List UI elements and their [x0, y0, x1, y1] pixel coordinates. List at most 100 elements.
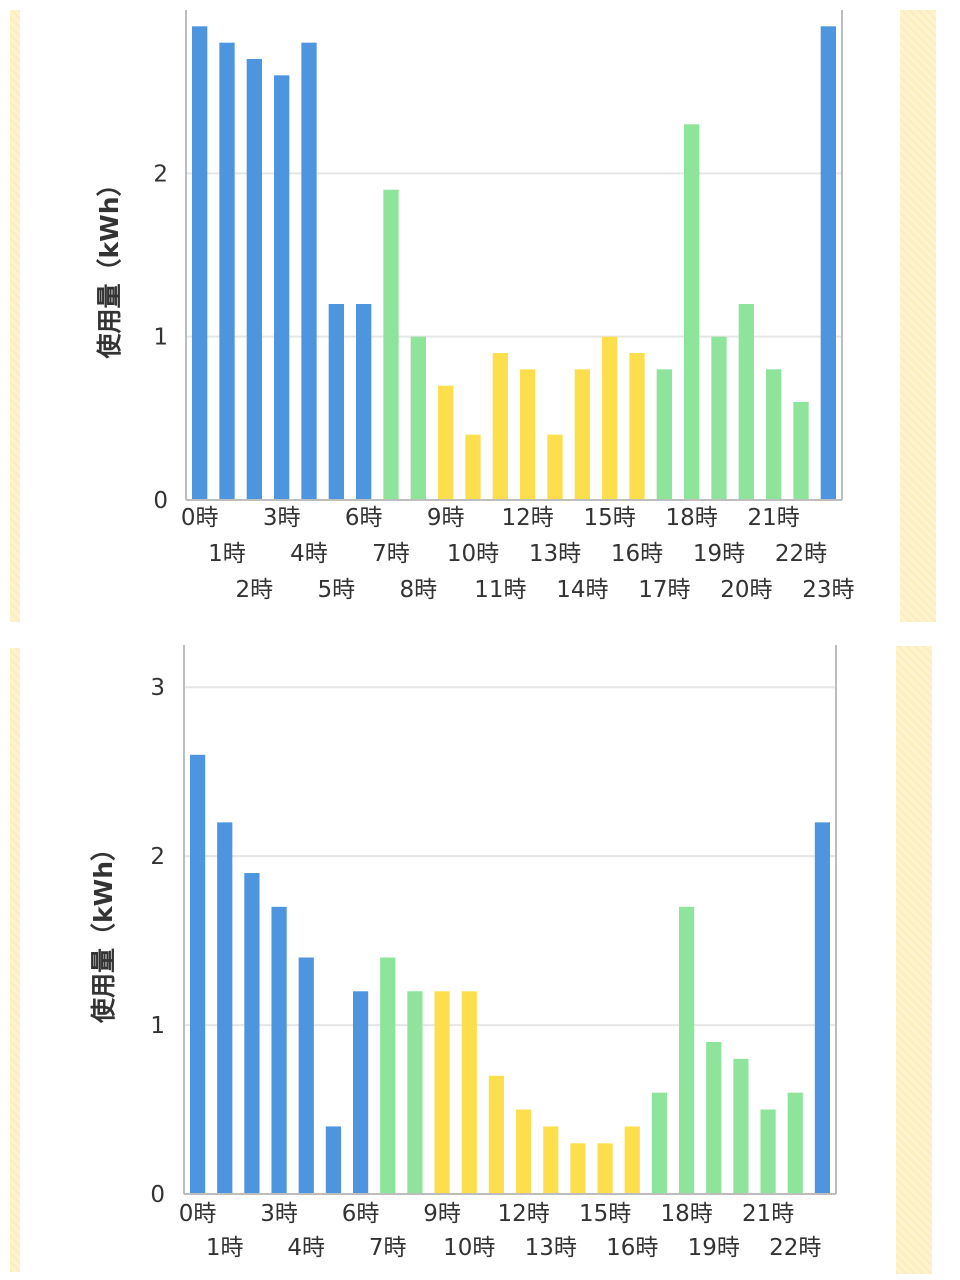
bar	[547, 434, 563, 500]
x-tick-label: 6時	[342, 1201, 380, 1227]
bar	[271, 906, 287, 1194]
x-tick-label: 3時	[260, 1201, 298, 1227]
bar	[597, 1143, 613, 1194]
bar	[602, 336, 618, 500]
bar	[733, 1058, 749, 1194]
x-tick-label: 4時	[287, 1235, 325, 1261]
bar	[356, 304, 372, 500]
x-tick-label: 22時	[769, 1235, 821, 1261]
x-tick-label: 7時	[372, 541, 410, 567]
bar	[461, 991, 477, 1194]
x-tick-label: 12時	[502, 505, 554, 531]
x-tick-label: 11時	[474, 577, 526, 603]
bar	[434, 991, 450, 1194]
x-tick-label: 9時	[423, 1201, 461, 1227]
decorative-stripe-left	[10, 10, 20, 622]
x-tick-label: 0時	[179, 1201, 217, 1227]
bar	[656, 369, 672, 500]
bar	[192, 26, 208, 501]
bar	[520, 369, 536, 500]
x-tick-label: 10時	[443, 1235, 495, 1261]
y-axis-title: 使用量（kWh）	[95, 172, 124, 360]
x-tick-label: 0時	[181, 505, 219, 531]
bar	[407, 991, 423, 1194]
bar	[651, 1092, 668, 1194]
y-tick-label: 2	[150, 844, 165, 870]
x-tick-label: 5時	[318, 577, 356, 603]
bar	[410, 336, 426, 500]
y-tick-label: 2	[153, 161, 168, 187]
x-tick-label: 19時	[693, 541, 745, 567]
decorative-stripe-right	[900, 10, 936, 622]
bar	[492, 353, 508, 500]
x-tick-label: 21時	[742, 1201, 794, 1227]
x-tick-label: 16時	[611, 541, 663, 567]
x-tick-label: 15時	[579, 1201, 631, 1227]
x-tick-label: 6時	[345, 505, 383, 531]
bar	[706, 1041, 722, 1194]
x-tick-label: 19時	[688, 1235, 740, 1261]
y-axis-title: 使用量（kWh）	[89, 836, 118, 1024]
bar	[246, 59, 262, 500]
x-tick-label: 12時	[497, 1201, 549, 1227]
bar	[217, 822, 233, 1194]
y-tick-label: 3	[150, 675, 165, 701]
x-tick-label: 2時	[236, 577, 274, 603]
bar	[515, 1109, 532, 1194]
bar	[301, 42, 317, 501]
bar	[570, 1143, 586, 1194]
x-tick-label: 16時	[606, 1235, 658, 1261]
bar	[760, 1109, 776, 1194]
bar	[352, 991, 369, 1194]
bar	[543, 1126, 559, 1194]
x-tick-label: 13時	[529, 541, 581, 567]
y-tick-label: 0	[153, 488, 168, 514]
bar	[624, 1126, 640, 1194]
bar	[383, 189, 399, 501]
bar	[325, 1126, 342, 1194]
bar	[814, 822, 831, 1194]
x-tick-label: 17時	[638, 577, 690, 603]
chart-panel-top: 0 1 2 0時 1時 2時 3時 4時 5時 6時 7時 8時 9時 10時 11時 12時 13時 14時 15…	[0, 0, 960, 628]
x-tick-label: 20時	[720, 577, 772, 603]
decorative-stripe-left	[10, 648, 20, 1272]
bar	[711, 336, 727, 500]
x-tick-label: 8時	[400, 577, 438, 603]
bar	[629, 353, 645, 500]
x-tick-label: 22時	[775, 541, 827, 567]
x-tick-label: 9時	[427, 505, 465, 531]
x-tick-label: 14時	[556, 577, 608, 603]
bar	[438, 385, 454, 500]
bar	[189, 754, 206, 1194]
bar	[766, 369, 782, 500]
bar	[298, 957, 314, 1194]
bar	[574, 369, 590, 500]
usage-bar-chart-bottom: 01230時1時3時4時6時7時9時10時12時13時15時16時18時19時2…	[89, 645, 837, 1261]
bar	[244, 873, 260, 1194]
y-tick-label: 1	[153, 325, 168, 351]
x-tick-label: 18時	[666, 505, 718, 531]
bar	[684, 124, 700, 500]
decorative-stripe-right	[896, 646, 932, 1274]
bar	[380, 957, 396, 1194]
x-tick-label: 15時	[584, 505, 636, 531]
x-tick-label: 21時	[748, 505, 800, 531]
x-tick-label: 1時	[206, 1235, 244, 1261]
bar	[738, 304, 754, 500]
x-tick-label: 10時	[447, 541, 499, 567]
chart-panel-bottom: 0 1 2 3 0時 1時 3時 4時 6時 7時 9時 10時 12時 13時 15時 16時 18時 19時 2…	[0, 640, 960, 1280]
x-tick-label: 18時	[660, 1201, 712, 1227]
bar	[678, 906, 695, 1194]
usage-bar-chart-top: 0120時1時2時3時4時5時6時7時8時9時10時11時12時13時14時15…	[95, 10, 854, 603]
x-tick-label: 23時	[802, 577, 854, 603]
bar	[793, 402, 809, 500]
x-tick-label: 13時	[525, 1235, 577, 1261]
y-tick-label: 1	[150, 1013, 165, 1039]
x-tick-label: 4時	[290, 541, 328, 567]
y-tick-label: 0	[150, 1182, 165, 1208]
x-tick-label: 3時	[263, 505, 301, 531]
x-tick-label: 7時	[369, 1235, 407, 1261]
bar	[787, 1092, 803, 1194]
bar	[328, 304, 344, 500]
bar	[219, 42, 235, 501]
